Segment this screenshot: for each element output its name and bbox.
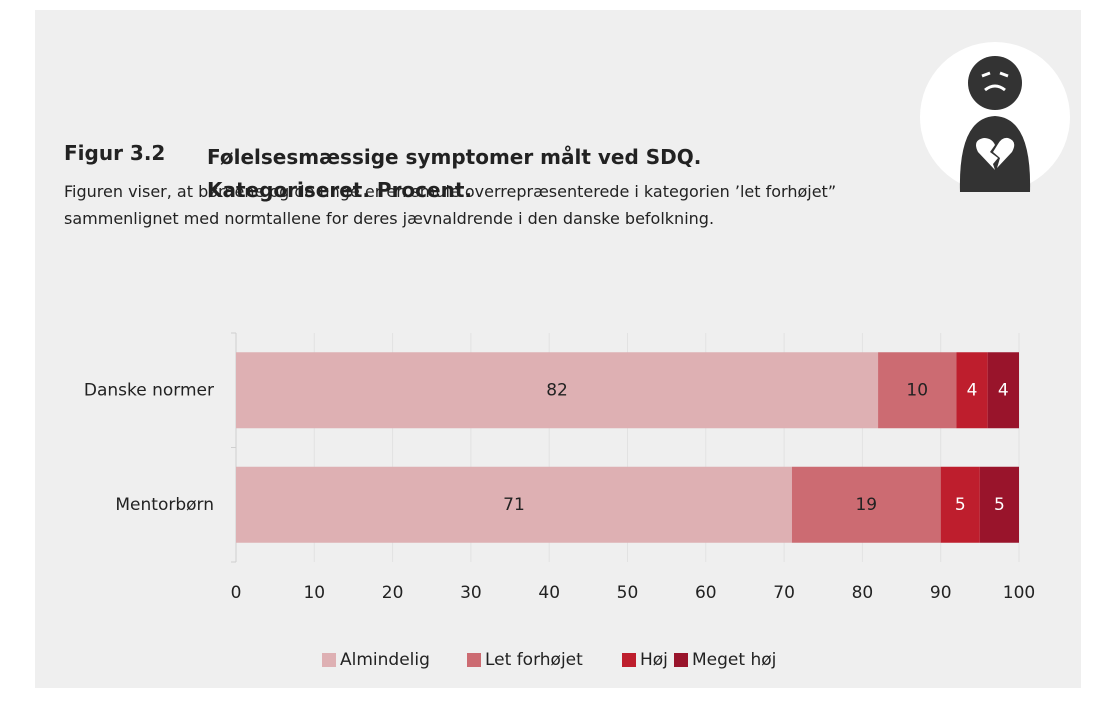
y-tick-label: Mentorbørn [115, 495, 214, 515]
legend-swatch [322, 653, 336, 667]
x-tick-label: 70 [773, 583, 795, 603]
bar-segment [979, 466, 1019, 543]
legend-swatch [467, 653, 481, 667]
legend-label: Let forhøjet [485, 650, 583, 670]
data-label: 10 [906, 380, 928, 400]
legend-label: Meget høj [692, 650, 776, 670]
x-tick-label: 0 [231, 583, 242, 603]
legend-label: Almindelig [340, 650, 430, 670]
data-label: 19 [855, 495, 877, 515]
x-tick-label: 80 [852, 583, 874, 603]
data-label: 4 [967, 380, 978, 400]
x-tick-label: 10 [303, 583, 325, 603]
x-tick-label: 90 [930, 583, 952, 603]
legend-label: Høj [640, 650, 668, 670]
chart-title: Følelsesmæssige symptomer målt ved SDQ. … [207, 145, 702, 202]
bar-segment [236, 466, 792, 543]
data-label: 5 [955, 495, 966, 515]
bar-segment [878, 352, 957, 429]
bar-segment [236, 352, 879, 429]
bar-segment [940, 466, 980, 543]
figure-label: Figur 3.2 [64, 141, 166, 165]
data-label: 82 [546, 380, 568, 400]
icon [920, 42, 1070, 192]
legend-swatch [674, 653, 688, 667]
data-label: 5 [994, 495, 1005, 515]
data-label: 71 [503, 495, 525, 515]
x-tick-label: 40 [538, 583, 560, 603]
legend-swatch [622, 653, 636, 667]
bar-segment [987, 352, 1019, 429]
x-tick-label: 30 [460, 583, 482, 603]
description: Figuren viser, at børnene og de unge er … [64, 182, 837, 228]
x-tick-label: 20 [382, 583, 404, 603]
bar-segment [791, 466, 941, 543]
y-tick-label: Danske normer [84, 380, 214, 400]
data-label: 4 [998, 380, 1009, 400]
x-tick-label: 60 [695, 583, 717, 603]
x-tick-label: 100 [1003, 583, 1035, 603]
x-tick-label: 50 [617, 583, 639, 603]
panel [35, 10, 1081, 688]
bar-segment [956, 352, 988, 429]
